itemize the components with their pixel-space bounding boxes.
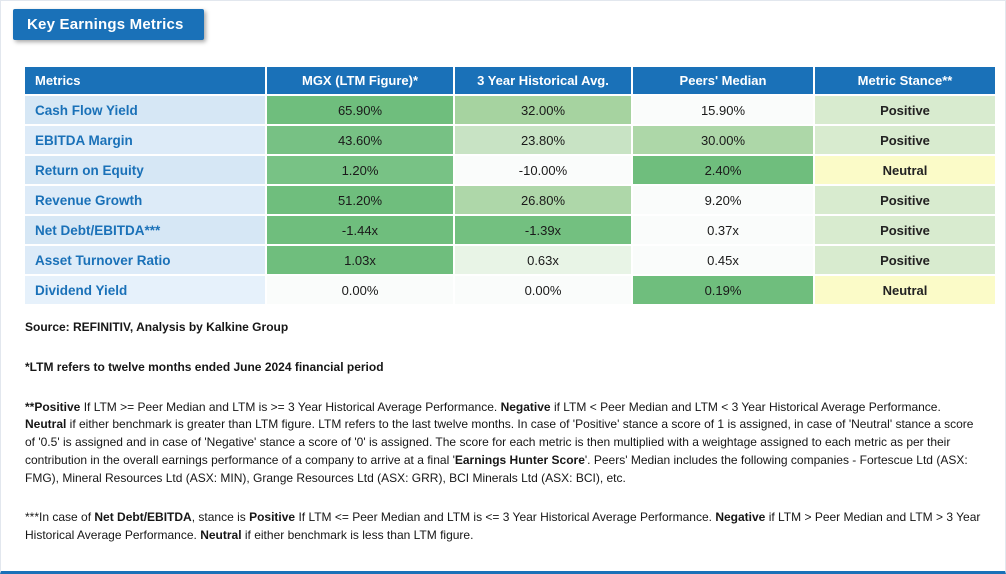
metrics-table: Metrics MGX (LTM Figure)* 3 Year Historica… [23,65,997,306]
footnote: ***In case of Net Debt/EBITDA, stance is… [25,510,981,542]
value-cell: 1.20% [267,156,453,184]
value-cell: 0.00% [267,276,453,304]
metric-label: Return on Equity [25,156,265,184]
footnote: *LTM refers to twelve months ended June … [25,359,384,374]
stance-cell: Neutral [815,156,995,184]
stance-cell: Positive [815,126,995,154]
table-row: Net Debt/EBITDA*** -1.44x -1.39x 0.37x Posit… [25,216,995,244]
page-title: Key Earnings Metrics [13,9,204,40]
stance-cell: Positive [815,96,995,124]
value-cell: 51.20% [267,186,453,214]
table-row: EBITDA Margin 43.60% 23.80% 30.00% Positive [25,126,995,154]
value-cell: -1.44x [267,216,453,244]
value-cell: 1.03x [267,246,453,274]
metric-label: Cash Flow Yield [25,96,265,124]
footnote: **Positive If LTM >= Peer Median and LTM… [25,399,974,485]
table-row: Cash Flow Yield 65.90% 32.00% 15.90% Positiv… [25,96,995,124]
value-cell: 0.45x [633,246,813,274]
column-header: MGX (LTM Figure)* [267,67,453,94]
stance-cell: Positive [815,246,995,274]
metric-label: Revenue Growth [25,186,265,214]
table-body: Cash Flow Yield 65.90% 32.00% 15.90% Positiv… [25,96,995,304]
stance-cell: Positive [815,216,995,244]
value-cell: 0.37x [633,216,813,244]
value-cell: 9.20% [633,186,813,214]
value-cell: 32.00% [455,96,631,124]
value-cell: 30.00% [633,126,813,154]
value-cell: -1.39x [455,216,631,244]
table-row: Asset Turnover Ratio 1.03x 0.63x 0.45x Posit… [25,246,995,274]
stance-cell: Positive [815,186,995,214]
footnote: Source: REFINITIV, Analysis by Kalkine G… [25,320,289,334]
stance-cell: Neutral [815,276,995,304]
column-header: Metrics [25,67,265,94]
value-cell: 43.60% [267,126,453,154]
footnotes: Source: REFINITIV, Analysis by Kalkine G… [25,319,983,567]
value-cell: 23.80% [455,126,631,154]
value-cell: 26.80% [455,186,631,214]
value-cell: 65.90% [267,96,453,124]
column-header: Peers' Median [633,67,813,94]
value-cell: 0.00% [455,276,631,304]
table-header-row: Metrics MGX (LTM Figure)* 3 Year Historica… [25,67,995,94]
column-header: Metric Stance** [815,67,995,94]
value-cell: -10.00% [455,156,631,184]
table-row: Dividend Yield 0.00% 0.00% 0.19% Neutral [25,276,995,304]
metric-label: EBITDA Margin [25,126,265,154]
metric-label: Dividend Yield [25,276,265,304]
metric-label: Asset Turnover Ratio [25,246,265,274]
table-row: Return on Equity 1.20% -10.00% 2.40% Neutral [25,156,995,184]
metric-label: Net Debt/EBITDA*** [25,216,265,244]
value-cell: 0.19% [633,276,813,304]
value-cell: 0.63x [455,246,631,274]
table-row: Revenue Growth 51.20% 26.80% 9.20% Positive [25,186,995,214]
value-cell: 15.90% [633,96,813,124]
value-cell: 2.40% [633,156,813,184]
column-header: 3 Year Historical Avg. [455,67,631,94]
